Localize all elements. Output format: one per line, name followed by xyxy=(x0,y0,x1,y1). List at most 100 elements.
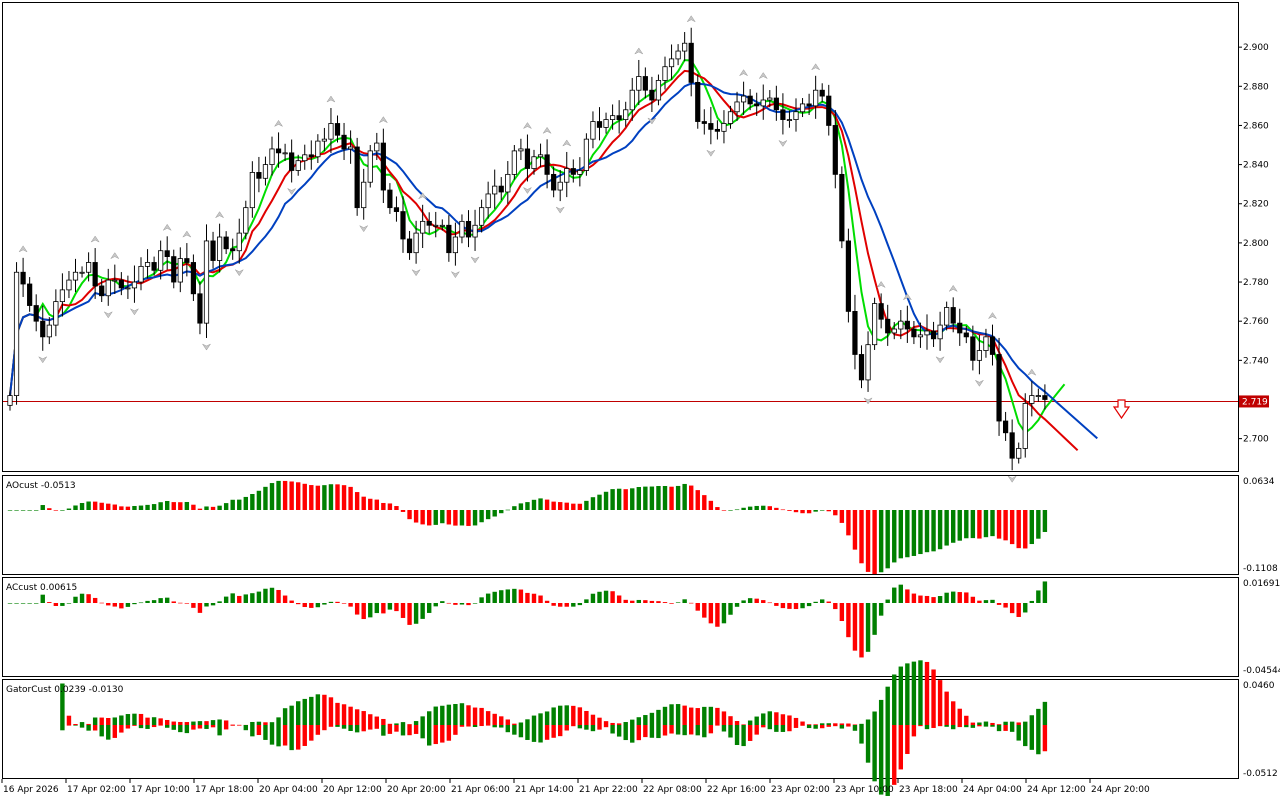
histogram-bar xyxy=(1016,510,1021,549)
candle-body xyxy=(610,115,616,120)
candle-body xyxy=(125,287,131,290)
histogram-bar xyxy=(918,510,923,555)
candle-body xyxy=(452,236,459,254)
gator-upper-bar xyxy=(551,707,556,725)
time-tick-label: 24 Apr 04:00 xyxy=(963,785,1022,795)
gator-upper-bar xyxy=(138,713,144,725)
gator-lower-bar xyxy=(335,725,340,727)
histogram-bar xyxy=(682,599,687,603)
histogram-bar xyxy=(695,490,700,510)
candle-body xyxy=(498,185,504,193)
price-tick-label: 2.840 xyxy=(1243,161,1269,171)
gator-lower-bar xyxy=(184,725,190,734)
fractal-down-icon xyxy=(935,356,945,364)
candle-body xyxy=(767,97,773,101)
histogram-bar xyxy=(1016,603,1021,617)
histogram-bar xyxy=(754,505,759,510)
gator-lower-bar xyxy=(774,725,779,732)
candle-body xyxy=(40,320,46,338)
histogram-bar xyxy=(544,600,550,603)
histogram-bar xyxy=(643,600,648,603)
fractal-up-icon xyxy=(948,284,958,292)
candle-body xyxy=(203,240,210,324)
histogram-bar xyxy=(702,603,707,618)
candle-body xyxy=(131,281,138,289)
histogram-bar xyxy=(14,603,19,604)
gator-lower-bar xyxy=(348,725,353,731)
candle-body xyxy=(603,119,609,128)
candle-body xyxy=(302,154,308,162)
gator-lower-bar xyxy=(852,725,858,731)
histogram-bar xyxy=(656,486,661,510)
fractal-markers xyxy=(18,15,1037,483)
histogram-bar xyxy=(525,592,530,603)
candle-body xyxy=(708,123,714,130)
histogram-bar xyxy=(197,508,203,510)
histogram-bar xyxy=(1036,510,1041,539)
histogram-bar xyxy=(184,603,190,604)
gator-lower-bar xyxy=(276,725,281,747)
gator-lower-bar xyxy=(1023,725,1028,747)
gator-lower-bar xyxy=(957,725,962,728)
histogram-bar xyxy=(348,603,353,607)
candle-body xyxy=(701,121,707,124)
histogram-bar xyxy=(689,602,694,604)
candle-body xyxy=(138,265,144,283)
gator-upper-bar xyxy=(931,669,936,725)
candle-body xyxy=(695,81,701,122)
price-tick-label: 2.900 xyxy=(1243,43,1269,53)
gator-lower-bar xyxy=(937,725,943,727)
fractal-up-icon xyxy=(90,235,100,243)
candle-body xyxy=(570,168,576,175)
gator-lower-bar xyxy=(983,725,989,727)
histogram-bar xyxy=(518,503,524,510)
gator-lower-bar xyxy=(1003,725,1008,731)
price-pane[interactable] xyxy=(2,2,1239,472)
gator-lower-bar xyxy=(643,725,648,738)
histogram-bar xyxy=(715,507,720,510)
candle-body xyxy=(930,330,937,340)
gator-lower-bar xyxy=(990,725,995,727)
histogram-bar xyxy=(774,507,779,510)
gator-lower-bar xyxy=(571,725,576,727)
histogram-bar xyxy=(597,591,602,603)
histogram-bar xyxy=(499,510,504,514)
candle-body xyxy=(433,224,439,227)
candle-body xyxy=(426,220,432,226)
fractal-down-icon xyxy=(358,225,369,233)
gator-lower-bar xyxy=(662,725,668,736)
time-tick-label: 24 Apr 20:00 xyxy=(1091,785,1150,795)
candle-body xyxy=(727,111,734,124)
gator-upper-bar xyxy=(839,723,845,725)
histogram-bar xyxy=(289,600,294,603)
histogram-bar xyxy=(354,492,360,510)
ac-pane[interactable] xyxy=(2,577,1239,677)
histogram-bar xyxy=(204,603,209,607)
gator-lower-bar xyxy=(859,725,864,744)
gator-lower-bar xyxy=(381,725,386,736)
histogram-bar xyxy=(662,602,668,603)
fractal-up-icon xyxy=(542,126,552,134)
histogram-bar xyxy=(73,596,78,603)
gator-upper-bar xyxy=(970,722,976,725)
candle-body xyxy=(891,328,897,334)
histogram-bar xyxy=(328,601,334,603)
histogram-bar xyxy=(878,603,884,616)
gator-lower-bar xyxy=(898,725,903,770)
histogram-bar xyxy=(1023,510,1028,549)
gator-lower-bar xyxy=(151,725,157,728)
histogram-bar xyxy=(636,487,641,510)
histogram-bar xyxy=(728,510,733,511)
time-tick-label: 22 Apr 08:00 xyxy=(643,785,702,795)
gator-upper-bar xyxy=(165,719,170,725)
candle-body xyxy=(813,89,819,107)
gator-upper-bar xyxy=(538,713,543,725)
histogram-bar xyxy=(86,594,91,603)
candle-body xyxy=(144,262,151,267)
gator-lower-bar xyxy=(145,725,150,729)
histogram-bar xyxy=(538,595,543,603)
gator-lower-bar xyxy=(872,725,877,782)
gator-lower-bar xyxy=(296,725,301,750)
histogram-bar xyxy=(341,603,347,604)
